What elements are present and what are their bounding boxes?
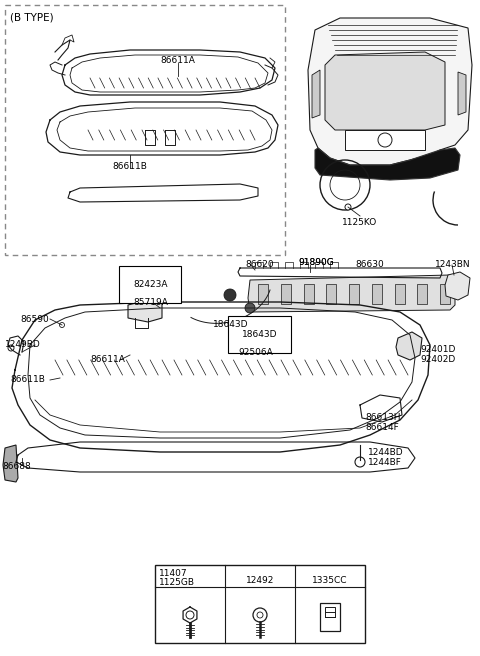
Polygon shape: [440, 284, 450, 304]
Text: 86630: 86630: [355, 260, 384, 269]
Polygon shape: [248, 275, 455, 312]
Circle shape: [355, 457, 365, 467]
Text: 91890G: 91890G: [298, 258, 334, 267]
Text: 85719A: 85719A: [133, 298, 168, 307]
Text: 1249BD: 1249BD: [5, 340, 41, 349]
Polygon shape: [303, 284, 313, 304]
Text: 1125GB: 1125GB: [159, 578, 195, 587]
Text: 82423A: 82423A: [133, 280, 168, 289]
Text: 86611A: 86611A: [161, 56, 195, 65]
Bar: [155, 565, 365, 643]
Polygon shape: [258, 284, 268, 304]
Text: 1125KO: 1125KO: [342, 218, 378, 227]
Polygon shape: [308, 18, 472, 165]
Text: 92506A: 92506A: [238, 348, 273, 357]
Polygon shape: [128, 300, 162, 322]
Polygon shape: [417, 284, 427, 304]
Polygon shape: [315, 148, 460, 180]
Text: 86613H: 86613H: [365, 413, 400, 422]
Polygon shape: [326, 284, 336, 304]
Text: 86620: 86620: [245, 260, 274, 269]
Circle shape: [8, 345, 14, 351]
Polygon shape: [3, 445, 18, 482]
Text: 92401D: 92401D: [420, 345, 456, 354]
Text: (B TYPE): (B TYPE): [10, 12, 54, 22]
Text: 11407: 11407: [159, 569, 188, 578]
Text: 12492: 12492: [246, 576, 274, 585]
Text: 86611B: 86611B: [113, 162, 147, 171]
Text: 1243BN: 1243BN: [435, 260, 470, 269]
Text: 86688: 86688: [2, 462, 31, 471]
Text: 85714C: 85714C: [130, 266, 165, 275]
Text: 18643D: 18643D: [242, 330, 277, 339]
Circle shape: [60, 323, 64, 327]
Text: 1244BD: 1244BD: [368, 448, 404, 457]
Polygon shape: [281, 284, 291, 304]
Polygon shape: [325, 52, 445, 130]
Text: 1335CC: 1335CC: [312, 576, 348, 585]
Polygon shape: [372, 284, 382, 304]
Text: 86590: 86590: [20, 315, 49, 324]
Bar: [325, 607, 335, 617]
Text: 1244BF: 1244BF: [368, 458, 402, 467]
Text: 86614F: 86614F: [365, 423, 399, 432]
Text: 92402D: 92402D: [420, 355, 455, 364]
Text: 86611A: 86611A: [90, 355, 125, 364]
Text: 91890G: 91890G: [298, 258, 334, 267]
Circle shape: [224, 289, 236, 301]
Polygon shape: [395, 284, 405, 304]
Circle shape: [245, 303, 255, 313]
Bar: [5, 5, 285, 255]
Circle shape: [345, 204, 351, 210]
Polygon shape: [458, 72, 466, 115]
Polygon shape: [312, 70, 320, 118]
Bar: [345, 130, 425, 150]
Polygon shape: [396, 332, 422, 360]
Text: 18643D: 18643D: [213, 320, 249, 329]
Polygon shape: [445, 272, 470, 300]
Polygon shape: [349, 284, 359, 304]
Text: 86611B: 86611B: [10, 375, 45, 384]
